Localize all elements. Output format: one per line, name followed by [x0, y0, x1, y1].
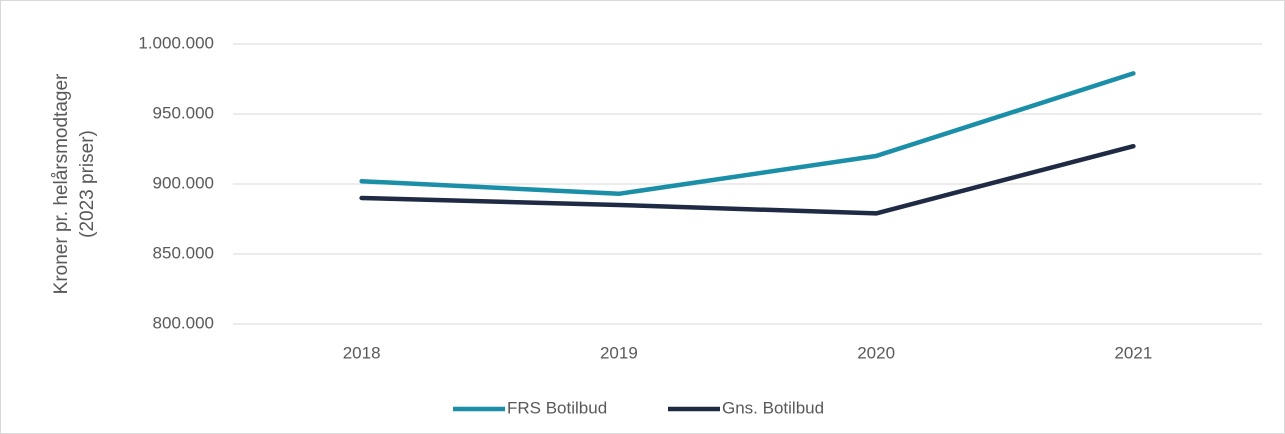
y-tick-label: 950.000 — [153, 103, 214, 122]
y-tick-label: 850.000 — [153, 243, 214, 262]
x-tick-label: 2020 — [857, 343, 895, 362]
y-axis-label: Kroner pr. helårsmodtager — [51, 73, 72, 294]
y-tick-label: 1.000.000 — [138, 33, 214, 52]
y-tick-label: 900.000 — [153, 173, 214, 192]
line-series — [359, 143, 1136, 216]
y-axis-label: (2023 priser) — [77, 130, 98, 238]
y-tick-label: 800.000 — [153, 313, 214, 332]
legend-label: FRS Botilbud — [507, 398, 607, 417]
x-tick-label: 2021 — [1114, 343, 1152, 362]
x-tick-label: 2019 — [600, 343, 638, 362]
legend-label: Gns. Botilbud — [722, 398, 824, 417]
line-series — [359, 71, 1136, 197]
x-tick-label: 2018 — [343, 343, 381, 362]
